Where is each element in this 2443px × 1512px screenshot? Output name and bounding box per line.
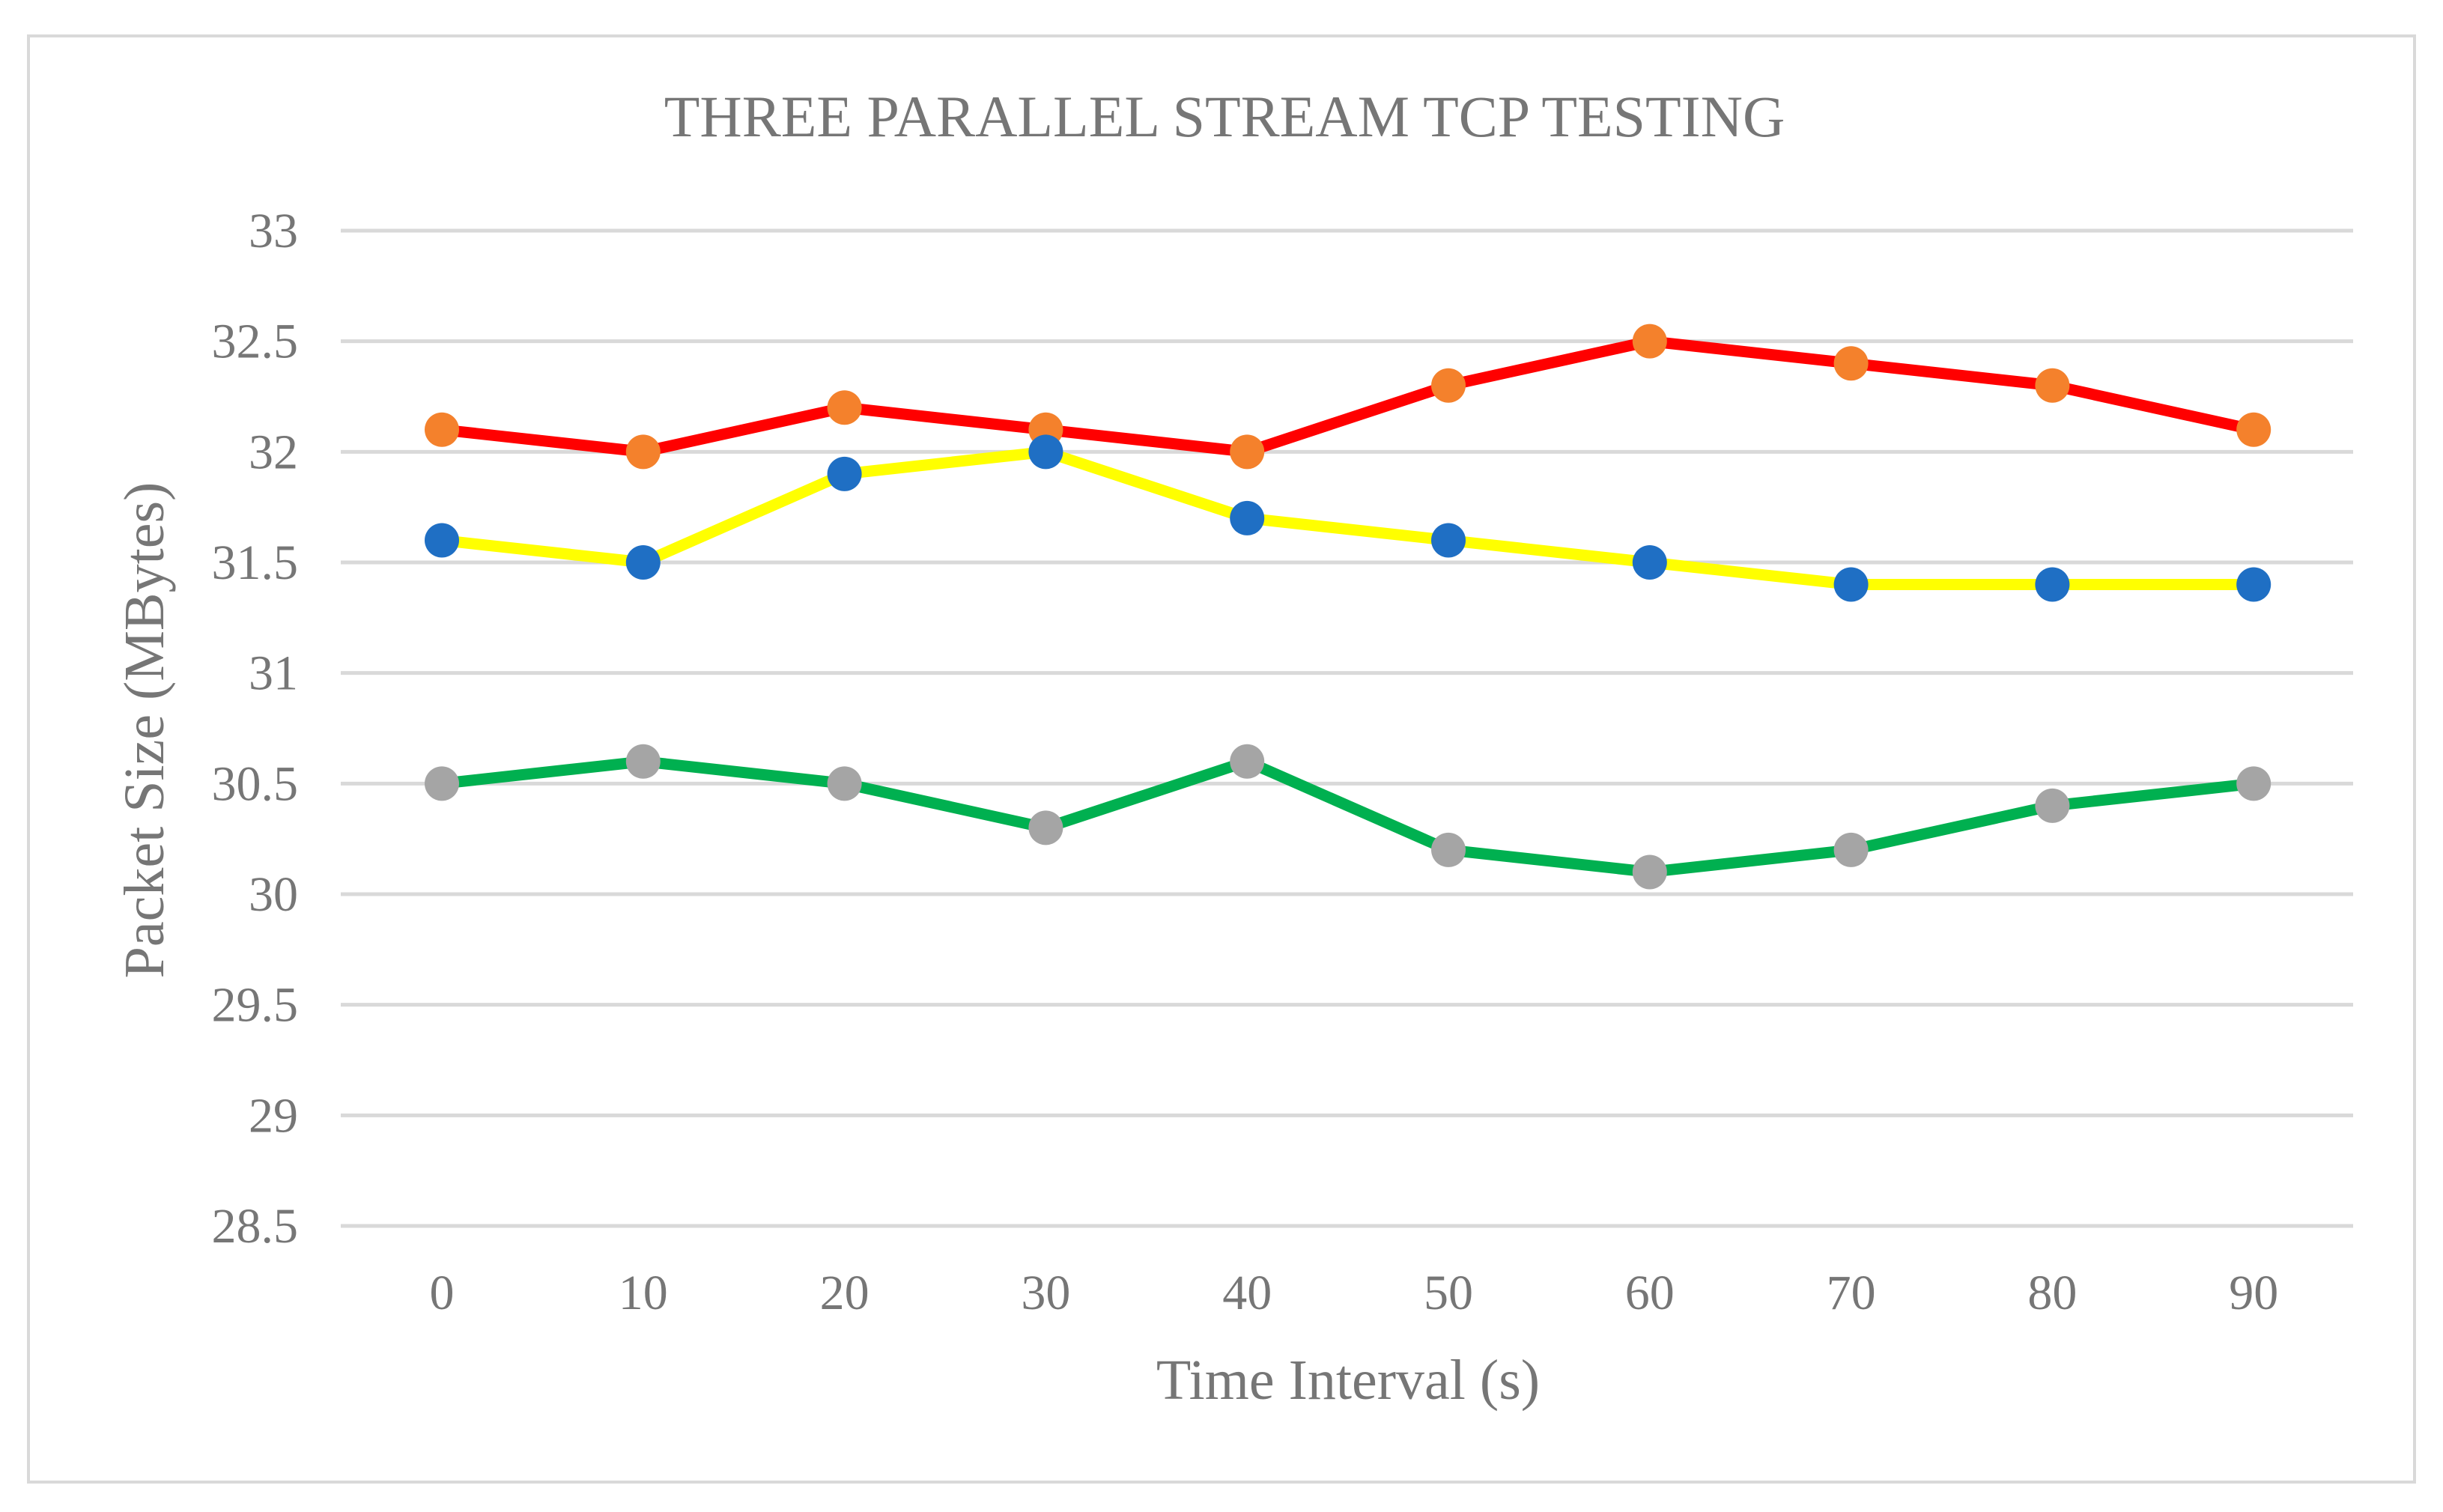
- gridlines: [341, 228, 2353, 1228]
- data-point-stream-1: [2236, 412, 2271, 447]
- data-point-stream-3: [1028, 810, 1063, 845]
- data-point-stream-1: [625, 434, 661, 470]
- series-line-stream-1: [436, 336, 2260, 458]
- data-point-stream-3: [1431, 832, 1466, 867]
- chart-frame: [27, 34, 2416, 1484]
- data-point-stream-1: [425, 412, 459, 447]
- data-point-stream-2: [1230, 500, 1265, 535]
- data-point-stream-1: [1833, 346, 1869, 381]
- y-tick-label: 31.5: [212, 535, 299, 590]
- y-tick-label: 30.5: [212, 756, 299, 811]
- y-tick-label: 32.5: [212, 315, 299, 369]
- data-point-stream-2: [1028, 434, 1063, 470]
- series-line-stream-2: [436, 446, 2260, 591]
- y-axis-title: Packet Size (MBytes): [113, 482, 176, 979]
- data-point-stream-2: [827, 456, 862, 491]
- series-line-stream-3: [436, 756, 2260, 878]
- y-tick-label: 29.5: [212, 978, 299, 1033]
- x-tick-label: 10: [619, 1266, 668, 1320]
- data-point-stream-3: [1833, 832, 1869, 867]
- data-point-stream-1: [1632, 324, 1667, 359]
- x-tick-label: 50: [1424, 1266, 1473, 1320]
- x-tick-label: 90: [2229, 1266, 2278, 1320]
- data-point-stream-1: [1230, 434, 1265, 470]
- data-point-stream-2: [2035, 567, 2070, 602]
- x-tick-label: 80: [2027, 1266, 2077, 1320]
- data-point-stream-3: [2236, 766, 2271, 801]
- data-point-stream-2: [1833, 567, 1869, 602]
- x-axis-ticks: 0 10 20 30 40 50 60 70 80 90: [430, 1266, 2279, 1320]
- data-point-stream-3: [1632, 854, 1667, 890]
- x-tick-label: 20: [820, 1266, 870, 1320]
- y-tick-label: 30: [249, 867, 298, 922]
- x-tick-label: 70: [1827, 1266, 1876, 1320]
- data-point-stream-2: [1431, 523, 1466, 558]
- x-tick-label: 40: [1222, 1266, 1272, 1320]
- y-tick-label: 31: [249, 646, 298, 701]
- data-point-stream-3: [1230, 744, 1265, 779]
- data-point-stream-1: [827, 390, 862, 425]
- data-point-stream-1: [2035, 368, 2070, 403]
- data-point-stream-3: [625, 744, 661, 779]
- series-markers: [425, 324, 2271, 890]
- data-point-stream-3: [2035, 788, 2070, 823]
- data-point-stream-3: [827, 766, 862, 801]
- y-tick-label: 28.5: [212, 1199, 299, 1254]
- series-lines: [436, 336, 2260, 878]
- y-tick-label: 32: [249, 425, 298, 479]
- data-point-stream-1: [1431, 368, 1466, 403]
- y-tick-label: 33: [249, 204, 298, 258]
- data-point-stream-2: [425, 523, 459, 558]
- y-tick-label: 29: [249, 1088, 298, 1143]
- data-point-stream-2: [625, 545, 661, 580]
- chart-title: THREE PARALLEL STREAM TCP TESTING: [664, 84, 1785, 149]
- y-axis-ticks: 28.5 29 29.5 30 30.5 31 31.5 32 32.5 33: [212, 204, 299, 1254]
- x-tick-label: 60: [1625, 1266, 1675, 1320]
- x-tick-label: 0: [430, 1266, 455, 1320]
- data-point-stream-2: [1632, 545, 1667, 580]
- x-axis-title: Time Interval (s): [1156, 1349, 1540, 1412]
- x-tick-label: 30: [1021, 1266, 1070, 1320]
- data-point-stream-2: [2236, 567, 2271, 602]
- data-point-stream-3: [425, 766, 459, 801]
